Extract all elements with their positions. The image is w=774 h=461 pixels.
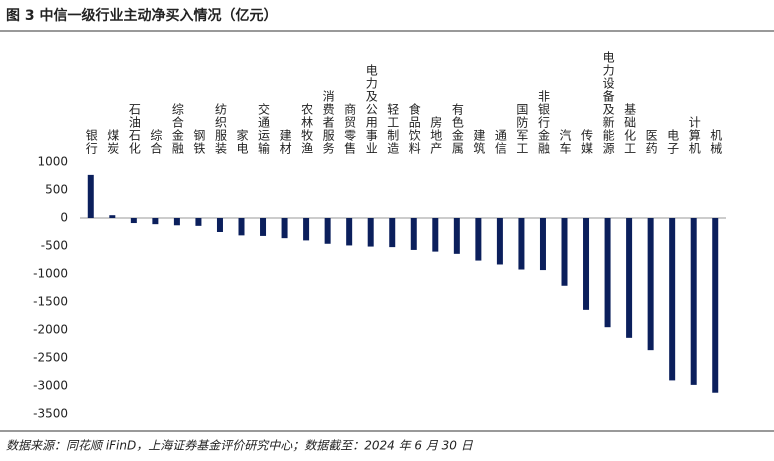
bar <box>389 218 396 248</box>
x-tick-label: 轻工制造 <box>386 103 400 155</box>
bar <box>496 218 503 265</box>
x-tick-label: 电子 <box>666 129 680 155</box>
y-tick-label: -2500 <box>33 351 68 365</box>
x-tick-label: 国防军工 <box>515 103 529 155</box>
bar <box>712 218 719 393</box>
y-tick-label: -3500 <box>33 407 68 421</box>
y-tick-label: -500 <box>41 239 68 253</box>
x-tick-label: 有色金属 <box>450 103 464 155</box>
y-tick-label: -3000 <box>33 379 68 393</box>
x-tick-label: 计算机 <box>687 116 701 155</box>
x-tick-label: 纺织服装 <box>213 103 227 155</box>
bar <box>281 218 288 239</box>
x-tick-label: 钢铁 <box>192 129 206 155</box>
bar <box>173 218 180 226</box>
y-tick-label: 1000 <box>37 155 68 169</box>
bar <box>432 218 439 252</box>
x-tick-label: 机械 <box>709 129 723 155</box>
source-note: 数据来源：同花顺 iFinD，上海证券基金评价研究中心；数据截至：2024 年 … <box>6 439 474 453</box>
x-tick-label: 消费者服务 <box>321 90 335 155</box>
x-tick-label: 食品饮料 <box>407 102 421 155</box>
x-tick-label: 房地产 <box>429 115 443 155</box>
x-tick-label: 石油石化 <box>127 103 141 155</box>
bar <box>604 218 611 328</box>
x-tick-label: 综合 <box>149 129 163 155</box>
bar <box>669 218 676 381</box>
x-tick-label: 银行 <box>84 129 98 155</box>
x-tick-label: 汽车 <box>558 128 572 155</box>
x-tick-label: 煤炭 <box>106 129 120 155</box>
y-tick-label: 0 <box>60 211 68 225</box>
bar <box>130 218 137 224</box>
bar <box>109 215 116 218</box>
bar <box>152 218 159 225</box>
bar <box>346 218 353 246</box>
bar <box>260 218 267 236</box>
x-tick-label: 医药 <box>644 129 658 155</box>
bar <box>367 218 374 247</box>
bar <box>647 218 654 351</box>
y-tick-label: -1500 <box>33 295 68 309</box>
bar <box>87 174 94 218</box>
bar <box>324 218 331 244</box>
bar <box>626 218 633 338</box>
y-tick-label: -2000 <box>33 323 68 337</box>
x-tick-label: 电力及公用事业 <box>364 64 378 155</box>
bar <box>410 218 417 250</box>
x-tick-label: 商贸零售 <box>343 102 357 155</box>
bar <box>690 218 697 385</box>
x-tick-label: 传媒 <box>580 128 594 155</box>
bar <box>216 218 223 232</box>
bar <box>583 218 590 310</box>
bar <box>518 218 525 270</box>
bar <box>453 218 460 254</box>
x-tick-label: 交通运输 <box>257 102 271 155</box>
bar <box>238 218 245 236</box>
x-tick-label: 电力设备及新能源 <box>601 51 615 155</box>
y-tick-label: -1000 <box>33 267 68 281</box>
bar <box>561 218 568 286</box>
bar <box>195 218 202 226</box>
x-tick-label: 农林牧渔 <box>300 103 314 155</box>
x-tick-label: 家电 <box>235 128 249 155</box>
bar <box>475 218 482 261</box>
x-tick-label: 非银行金融 <box>536 90 550 155</box>
chart-title: 图 3 中信一级行业主动净买入情况（亿元） <box>6 7 278 24</box>
bar <box>539 218 546 271</box>
x-tick-label: 建材 <box>278 129 292 155</box>
x-tick-label: 通信 <box>493 129 507 155</box>
x-tick-label: 综合金融 <box>170 103 184 155</box>
x-tick-label: 基础化工 <box>623 103 637 155</box>
x-tick-label: 建筑 <box>472 129 486 155</box>
y-tick-label: 500 <box>45 183 68 197</box>
bar <box>303 218 310 241</box>
